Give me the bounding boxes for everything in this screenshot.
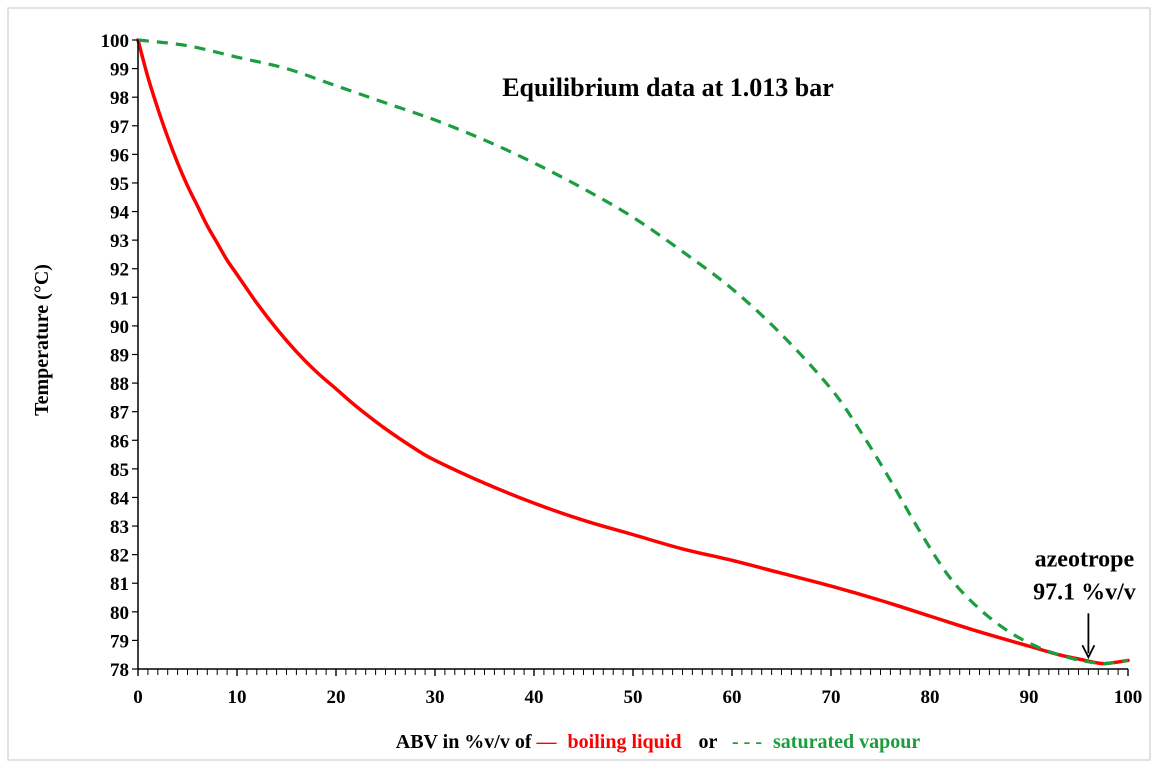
x-axis-label-vapour-marker: - - - — [732, 731, 762, 753]
chart-border — [7, 7, 1151, 761]
y-tick-label: 96 — [110, 145, 129, 166]
annotation-arrow-head — [1081, 644, 1096, 660]
x-tick-label: 30 — [426, 687, 445, 708]
x-tick-label: 20 — [327, 687, 346, 708]
y-tick-label: 93 — [110, 231, 129, 252]
y-tick-label: 91 — [110, 288, 129, 309]
y-axis-label: Temperature (°C) — [31, 264, 53, 416]
x-tick-label: 80 — [921, 687, 940, 708]
x-tick-label: 60 — [723, 687, 742, 708]
y-tick-label: 79 — [110, 631, 129, 652]
y-tick-label: 92 — [110, 260, 129, 281]
x-tick-label: 90 — [1020, 687, 1039, 708]
y-tick-label: 88 — [110, 374, 129, 395]
y-tick-label: 89 — [110, 346, 129, 367]
y-tick-label: 95 — [110, 174, 129, 195]
annotation-value: 97.1 %v/v — [1033, 579, 1136, 605]
x-tick-label: 50 — [624, 687, 643, 708]
y-tick-label: 98 — [110, 88, 129, 109]
y-tick-label: 86 — [110, 431, 129, 452]
x-tick-label: 40 — [525, 687, 544, 708]
y-tick-label: 81 — [110, 574, 129, 595]
y-axis: 78 79 80 81 82 83 84 85 86 87 88 89 90 91 92 93 94 95 96 97… — [101, 31, 139, 681]
x-tick-label: 100 — [1114, 687, 1143, 708]
annotation-layer: azeotrope 97.1 %v/v — [1033, 546, 1136, 660]
y-tick-label: 100 — [101, 31, 130, 52]
y-tick-label: 83 — [110, 517, 129, 538]
y-tick-label: 82 — [110, 546, 129, 567]
x-axis-label-connector: or — [699, 731, 718, 753]
x-tick-label: 0 — [133, 687, 143, 708]
x-axis-label-liquid: boiling liquid — [568, 731, 682, 753]
y-tick-label: 94 — [110, 203, 130, 224]
y-tick-label: 99 — [110, 60, 129, 81]
y-tick-label: 97 — [110, 117, 130, 138]
y-tick-label: 80 — [110, 603, 129, 624]
y-tick-label: 84 — [110, 488, 130, 509]
y-tick-label: 90 — [110, 317, 129, 338]
annotation-title: azeotrope — [1035, 546, 1135, 572]
x-axis-label-vapour: saturated vapour — [773, 731, 920, 753]
x-tick-label: 70 — [822, 687, 841, 708]
x-axis-label: ABV in %v/v of — boiling liquid or - - -… — [396, 731, 921, 753]
y-tick-label: 78 — [110, 660, 129, 681]
x-axis: 0 10 20 30 40 50 60 70 80 90 100 — [133, 668, 1143, 708]
x-axis-label-prefix: ABV in %v/v of — [396, 731, 532, 753]
series-line-boiling-liquid — [136, 38, 1130, 666]
y-tick-label: 85 — [110, 460, 129, 481]
chart-title: Equilibrium data at 1.013 bar — [502, 73, 834, 102]
x-tick-label: 10 — [228, 687, 247, 708]
y-tick-label: 87 — [110, 403, 130, 424]
x-axis-label-liquid-marker: — — [536, 731, 558, 753]
plot-layer — [136, 38, 1130, 666]
